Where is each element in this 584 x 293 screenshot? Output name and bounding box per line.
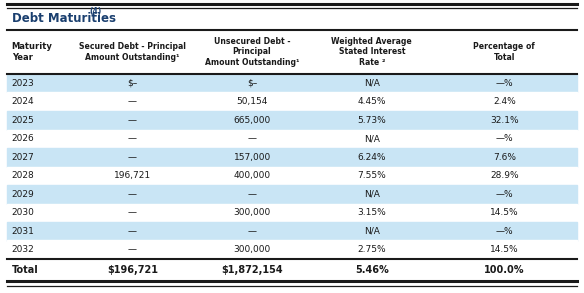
Text: $–: $– — [247, 79, 257, 88]
Text: —: — — [248, 227, 256, 236]
Text: —: — — [128, 116, 137, 125]
Text: —: — — [128, 97, 137, 106]
Text: 157,000: 157,000 — [234, 153, 271, 162]
Text: 100.0%: 100.0% — [484, 265, 524, 275]
Text: N/A: N/A — [364, 134, 380, 143]
Bar — [7, 74, 577, 93]
Text: 2026: 2026 — [12, 134, 34, 143]
Text: 7.55%: 7.55% — [357, 171, 386, 180]
Text: —: — — [128, 134, 137, 143]
Text: —: — — [248, 190, 256, 199]
Text: 196,721: 196,721 — [114, 171, 151, 180]
Bar — [7, 111, 577, 130]
Text: 2028: 2028 — [12, 171, 34, 180]
Bar — [7, 93, 577, 111]
Bar — [7, 259, 577, 281]
Text: 2029: 2029 — [12, 190, 34, 199]
Text: Unsecured Debt -
Principal
Amount Outstanding¹: Unsecured Debt - Principal Amount Outsta… — [205, 37, 300, 67]
Text: —%: —% — [495, 134, 513, 143]
Text: 50,154: 50,154 — [237, 97, 268, 106]
Text: N/A: N/A — [364, 227, 380, 236]
Text: 2.4%: 2.4% — [493, 97, 516, 106]
Text: 2030: 2030 — [12, 208, 34, 217]
Text: 14.5%: 14.5% — [490, 208, 519, 217]
Text: Secured Debt - Principal
Amount Outstanding¹: Secured Debt - Principal Amount Outstand… — [79, 42, 186, 62]
Text: —: — — [128, 245, 137, 254]
Text: 300,000: 300,000 — [234, 245, 271, 254]
Text: 32.1%: 32.1% — [490, 116, 519, 125]
Text: —: — — [128, 190, 137, 199]
Text: 4.45%: 4.45% — [357, 97, 386, 106]
Text: 3.15%: 3.15% — [357, 208, 386, 217]
Text: 2027: 2027 — [12, 153, 34, 162]
Text: —: — — [128, 227, 137, 236]
Text: 28.9%: 28.9% — [490, 171, 519, 180]
Bar — [7, 241, 577, 259]
Bar — [7, 148, 577, 166]
Text: Debt Maturities: Debt Maturities — [12, 13, 116, 25]
Text: $1,872,154: $1,872,154 — [221, 265, 283, 275]
Text: 5.73%: 5.73% — [357, 116, 386, 125]
Text: 2025: 2025 — [12, 116, 34, 125]
Text: 5.46%: 5.46% — [355, 265, 389, 275]
Text: $196,721: $196,721 — [107, 265, 158, 275]
Text: 2032: 2032 — [12, 245, 34, 254]
Text: 2.75%: 2.75% — [357, 245, 386, 254]
Bar — [7, 166, 577, 185]
Text: 400,000: 400,000 — [234, 171, 270, 180]
Bar — [7, 130, 577, 148]
Text: N/A: N/A — [364, 79, 380, 88]
Bar — [7, 222, 577, 241]
Text: 2031: 2031 — [12, 227, 34, 236]
Text: 665,000: 665,000 — [234, 116, 271, 125]
Text: 6.24%: 6.24% — [357, 153, 386, 162]
Text: —: — — [248, 134, 256, 143]
Text: —: — — [128, 153, 137, 162]
Text: Total: Total — [12, 265, 39, 275]
Text: 300,000: 300,000 — [234, 208, 271, 217]
Bar — [7, 185, 577, 204]
Text: —%: —% — [495, 79, 513, 88]
Text: —%: —% — [495, 190, 513, 199]
Text: —: — — [128, 208, 137, 217]
Text: (4): (4) — [89, 7, 102, 16]
Text: 2024: 2024 — [12, 97, 34, 106]
Text: $–: $– — [127, 79, 137, 88]
Text: —%: —% — [495, 227, 513, 236]
Text: 7.6%: 7.6% — [493, 153, 516, 162]
Text: 2023: 2023 — [12, 79, 34, 88]
Bar — [7, 204, 577, 222]
Text: N/A: N/A — [364, 190, 380, 199]
Text: 14.5%: 14.5% — [490, 245, 519, 254]
Bar — [7, 30, 577, 74]
Text: Weighted Average
Stated Interest
Rate ²: Weighted Average Stated Interest Rate ² — [332, 37, 412, 67]
Text: Percentage of
Total: Percentage of Total — [474, 42, 535, 62]
Text: Maturity
Year: Maturity Year — [12, 42, 53, 62]
